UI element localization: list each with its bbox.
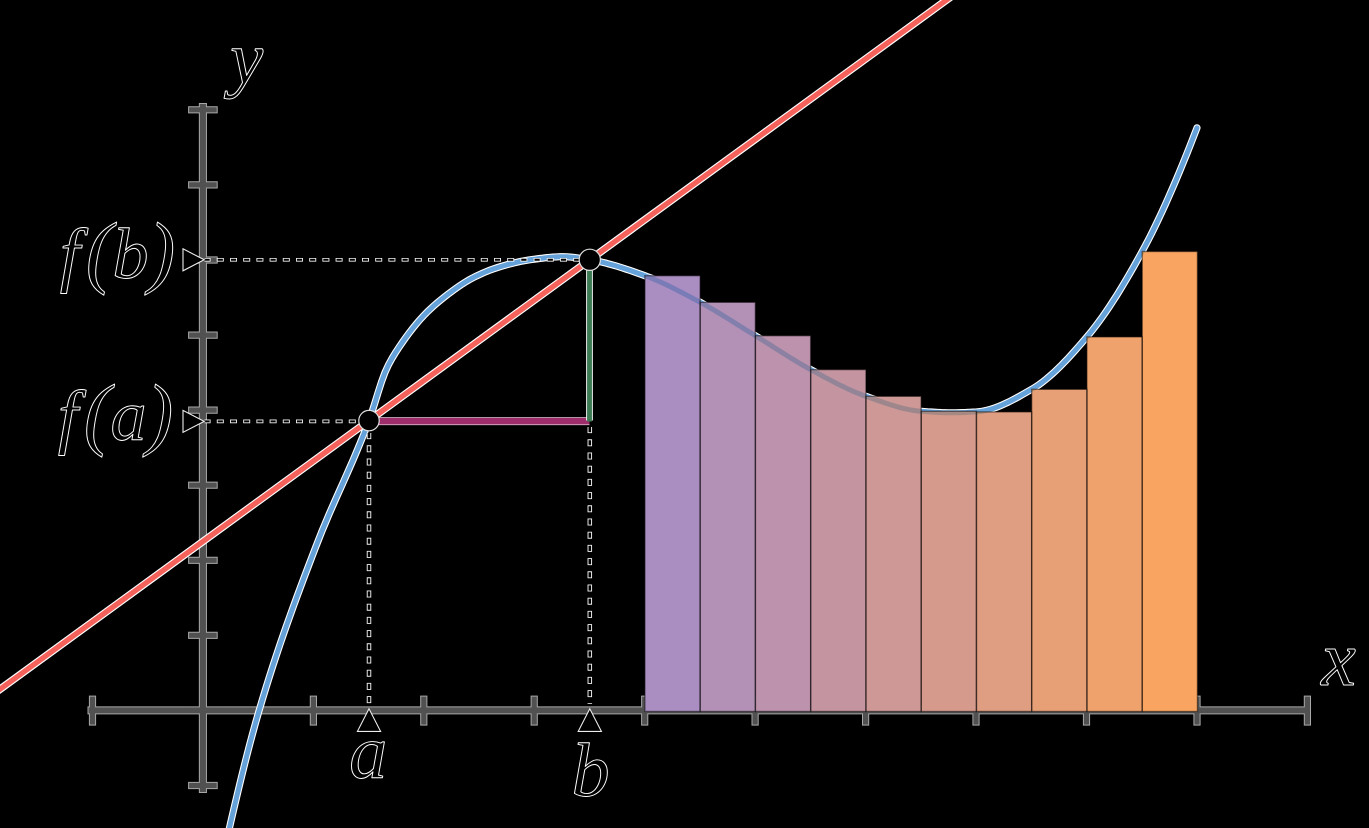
svg-text:a: a [349, 711, 387, 795]
svg-text:f (b): f (b) [60, 208, 175, 296]
svg-text:b: b [572, 729, 610, 813]
svg-text:x: x [1320, 615, 1356, 702]
svg-text:y: y [223, 18, 263, 100]
svg-text:f (a): f (a) [58, 370, 173, 458]
